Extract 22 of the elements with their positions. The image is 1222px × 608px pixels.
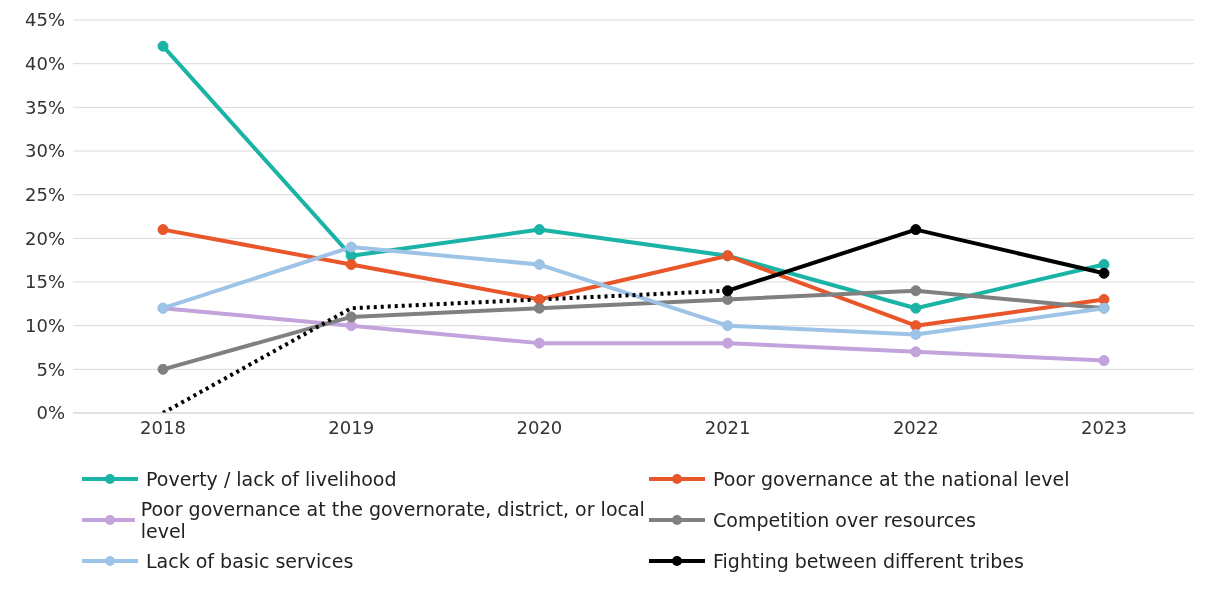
y-tick-label: 20% bbox=[24, 227, 65, 249]
y-tick-label: 5% bbox=[36, 358, 65, 380]
y-tick-label: 0% bbox=[36, 402, 65, 424]
y-tick-label: 10% bbox=[24, 315, 65, 337]
y-tick-label: 25% bbox=[24, 184, 65, 206]
legend-label: Poor governance at the governorate, district, or local level bbox=[140, 498, 646, 542]
legend-label: Poor governance at the national level bbox=[713, 468, 1070, 490]
y-tick-label: 15% bbox=[24, 271, 65, 293]
y-tick-label: 35% bbox=[24, 96, 65, 118]
x-tick-label: 2020 bbox=[516, 416, 563, 438]
y-tick-label: 40% bbox=[24, 53, 65, 75]
x-tick-label: 2018 bbox=[140, 416, 186, 438]
legend-label: Lack of basic services bbox=[146, 550, 354, 572]
x-tick-label: 2022 bbox=[892, 416, 939, 438]
legend-label: Competition over resources bbox=[713, 509, 976, 531]
legend-label: Poverty / lack of livelihood bbox=[146, 468, 397, 490]
x-tick-label: 2019 bbox=[328, 416, 375, 438]
x-tick-label: 2023 bbox=[1081, 416, 1127, 438]
y-tick-label: 30% bbox=[24, 140, 65, 162]
legend-label: Fighting between different tribes bbox=[713, 550, 1024, 572]
y-tick-label: 45% bbox=[24, 9, 65, 31]
x-tick-label: 2021 bbox=[704, 416, 751, 438]
